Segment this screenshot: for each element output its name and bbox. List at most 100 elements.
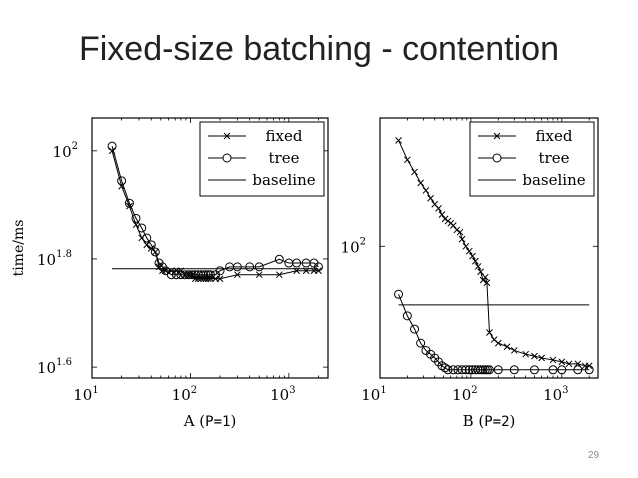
data-point-fixed	[494, 339, 502, 347]
y-axis-label: time/ms	[11, 220, 27, 277]
data-point-fixed	[411, 168, 418, 176]
data-point-tree	[131, 213, 141, 223]
data-point-fixed	[465, 247, 473, 255]
legend-marker-o	[492, 153, 502, 163]
series-tree	[107, 141, 323, 280]
plot-frame	[379, 117, 599, 379]
panel-label: B (P=2)	[463, 412, 516, 430]
legend-marker-x	[223, 132, 231, 140]
data-point-tree	[484, 365, 494, 375]
legend-marker-o	[222, 153, 232, 163]
data-point-tree	[416, 338, 426, 348]
data-point-tree	[493, 365, 503, 375]
legend: fixed tree baseline	[199, 121, 325, 197]
data-point-tree	[203, 270, 213, 280]
data-point-fixed	[462, 242, 470, 250]
data-point-tree	[201, 270, 211, 280]
data-point-tree	[117, 176, 127, 186]
x-tick-base: 10	[452, 386, 471, 404]
x-tick-exponent: 2	[471, 385, 477, 396]
data-point-tree	[573, 365, 583, 375]
data-point-tree	[206, 270, 216, 280]
data-point-tree	[292, 258, 302, 268]
data-point-tree	[461, 365, 471, 375]
y-tick-base: 10	[341, 238, 360, 256]
data-point-tree	[254, 262, 264, 272]
data-point-fixed	[558, 358, 566, 366]
legend-label: fixed	[536, 127, 573, 145]
data-point-fixed	[395, 136, 402, 144]
data-point-tree	[184, 270, 194, 280]
data-point-tree	[440, 363, 450, 373]
legend-marker-x	[493, 132, 501, 140]
data-point-tree	[180, 270, 190, 280]
data-point-fixed	[474, 263, 482, 270]
panel-parameter: P=1	[205, 414, 230, 430]
data-point-fixed	[234, 271, 241, 279]
data-point-tree	[394, 289, 404, 299]
legend-label: tree	[269, 149, 300, 167]
data-point-tree	[215, 266, 225, 276]
data-point-fixed	[522, 350, 529, 358]
data-point-fixed	[458, 235, 466, 243]
y-tick-label: 101.6	[37, 357, 72, 377]
x-tick-base: 10	[543, 386, 562, 404]
data-point-fixed	[531, 352, 538, 360]
x-tick-exponent: 2	[191, 385, 197, 396]
x-tick-exponent: 1	[92, 385, 98, 396]
y-tick-base: 10	[37, 359, 56, 377]
series-tree	[394, 289, 594, 375]
panel-paren: )	[230, 412, 236, 430]
data-point-fixed	[453, 226, 461, 234]
data-point-tree	[245, 262, 255, 272]
x-tick-label: 103	[543, 385, 568, 404]
data-point-tree	[146, 240, 156, 250]
data-point-tree	[187, 270, 197, 280]
data-point-tree	[196, 270, 206, 280]
legend: fixed tree baseline	[469, 121, 595, 197]
data-point-tree	[232, 262, 242, 272]
data-point-fixed	[143, 241, 151, 249]
panel-paren: )	[510, 412, 516, 430]
data-point-tree	[457, 365, 467, 375]
y-tick-base: 10	[53, 143, 72, 161]
x-tick-base: 10	[73, 386, 92, 404]
x-tick-exponent: 3	[289, 385, 295, 396]
series-fixed	[395, 136, 593, 370]
data-point-tree	[509, 365, 519, 375]
data-point-fixed	[255, 271, 263, 279]
data-point-tree	[478, 365, 488, 375]
data-point-fixed	[510, 347, 518, 354]
y-tick-exponent: 2	[72, 141, 78, 152]
y-tick-exponent: 1.6	[56, 357, 72, 368]
data-point-tree	[199, 270, 209, 280]
data-point-fixed	[427, 194, 434, 202]
data-point-tree	[557, 365, 567, 375]
data-point-tree	[473, 365, 483, 375]
data-point-tree	[171, 270, 181, 280]
data-point-tree	[584, 365, 594, 375]
data-point-tree	[142, 233, 152, 243]
data-point-fixed	[483, 279, 491, 287]
data-point-tree	[448, 365, 458, 375]
data-point-tree	[443, 365, 453, 375]
x-tick-exponent: 1	[380, 385, 386, 396]
y-tick-label: 102	[341, 236, 366, 256]
data-point-fixed	[441, 215, 449, 223]
data-point-tree	[274, 254, 284, 264]
legend-label: tree	[539, 149, 570, 167]
data-point-fixed	[538, 354, 546, 362]
data-point-tree	[548, 365, 558, 375]
data-point-tree	[107, 141, 117, 151]
data-point-tree	[150, 247, 160, 257]
y-tick-label: 101.8	[37, 249, 72, 269]
data-point-fixed	[486, 329, 493, 336]
x-tick-label: 101	[361, 385, 386, 404]
panel-parameter: P=2	[484, 414, 509, 430]
x-tick-label: 103	[270, 385, 295, 404]
slide-number: 29	[588, 450, 600, 461]
x-tick-base: 10	[172, 386, 191, 404]
legend-label: baseline	[522, 171, 585, 189]
